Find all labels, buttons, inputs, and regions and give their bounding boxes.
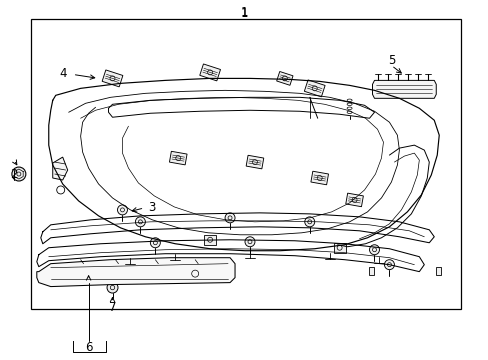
Text: 3: 3 (148, 201, 156, 215)
Polygon shape (200, 64, 220, 81)
Polygon shape (372, 80, 435, 98)
Polygon shape (37, 258, 235, 287)
Polygon shape (102, 70, 122, 87)
Circle shape (117, 205, 127, 215)
Polygon shape (276, 72, 292, 85)
Circle shape (384, 260, 394, 270)
Polygon shape (310, 171, 328, 185)
Text: 1: 1 (240, 6, 247, 19)
Circle shape (135, 217, 145, 227)
Text: 5: 5 (387, 54, 394, 67)
Circle shape (150, 238, 160, 248)
Text: 6: 6 (85, 341, 92, 354)
Circle shape (244, 237, 254, 247)
Text: 2: 2 (10, 167, 18, 180)
Bar (368, 267, 373, 275)
Polygon shape (304, 80, 325, 97)
Polygon shape (245, 155, 263, 169)
Circle shape (369, 245, 379, 255)
Text: 4: 4 (59, 67, 66, 80)
Polygon shape (345, 193, 363, 207)
Circle shape (107, 282, 118, 293)
Bar (31, 19, 460, 310)
Polygon shape (169, 151, 187, 165)
Text: 7: 7 (108, 301, 116, 314)
Text: 1: 1 (240, 7, 247, 20)
Bar (333, 243, 345, 253)
Circle shape (304, 217, 314, 227)
Circle shape (12, 167, 26, 181)
Bar (435, 267, 440, 275)
Bar (203, 235, 216, 245)
Polygon shape (53, 157, 67, 180)
Circle shape (224, 213, 235, 223)
